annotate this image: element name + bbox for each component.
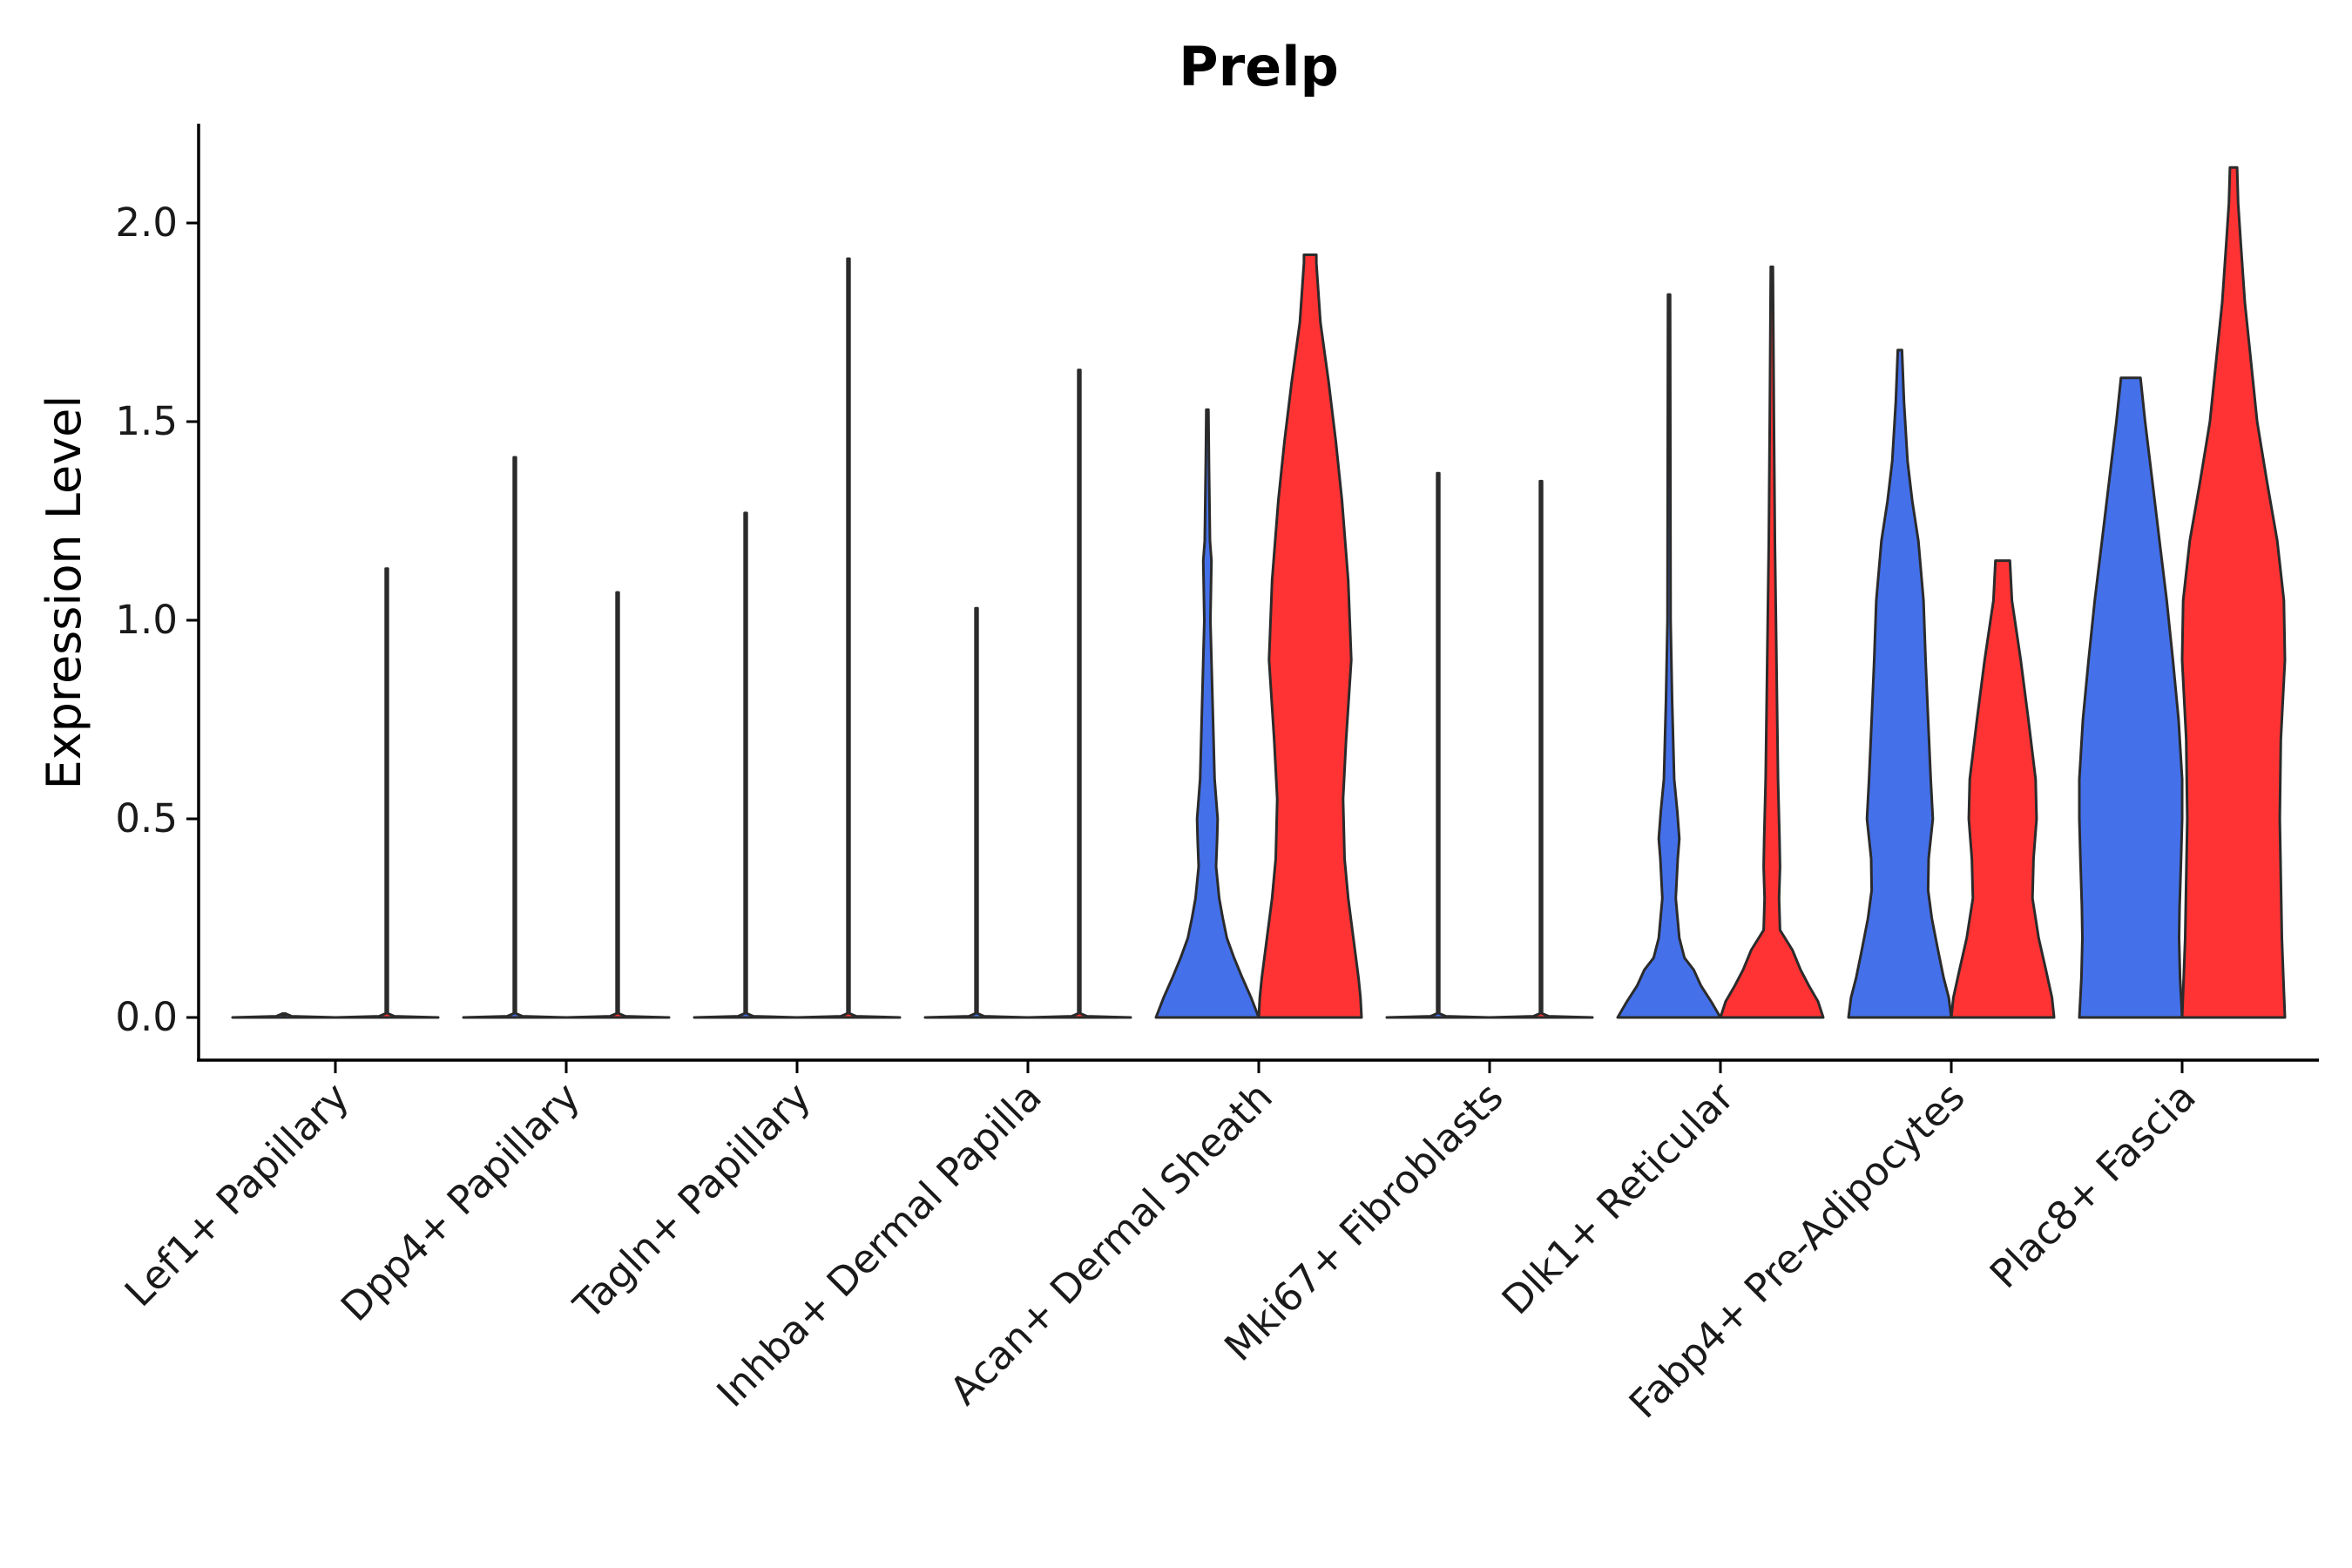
violin-dpp4-papillary-group-2 [564, 591, 671, 1019]
violin-lef1-papillary-group-1 [231, 1011, 337, 1019]
violin-dlk1-reticular-group-2 [1719, 265, 1825, 1019]
x-tick-label-dpp4-papillary: Dpp4+ Papillary [332, 1073, 589, 1330]
violin-lef1-papillary-group-2 [334, 567, 440, 1019]
violin-tagln-papillary-group-1 [693, 511, 799, 1019]
x-tick-label-plac8-fascia: Plac8+ Fascia [1981, 1073, 2205, 1297]
violin-acan-dermal-sheath-group-1 [1154, 408, 1260, 1019]
violins-group [231, 166, 2287, 1019]
violin-dpp4-papillary-group-1 [462, 456, 568, 1019]
x-tick-label-dlk1-reticular: Dlk1+ Reticular [1493, 1073, 1743, 1323]
chart-title: Prelp [1179, 35, 1339, 98]
violin-fabp4-pre-adipocytes-group-2 [1950, 559, 2056, 1019]
violin-plac8-fascia-group-2 [2180, 166, 2287, 1019]
y-tick-label: 1.0 [115, 597, 178, 643]
y-axis-label: Expression Level [37, 395, 91, 790]
violin-plac8-fascia-group-1 [2078, 376, 2184, 1019]
violin-mki67-fibroblasts-group-2 [1488, 479, 1594, 1019]
violin-dlk1-reticular-group-1 [1616, 293, 1722, 1019]
y-tick-label: 1.5 [115, 398, 178, 444]
y-tick-label: 0.0 [115, 994, 178, 1040]
y-axis-ticks: 0.0 0.5 1.0 1.5 2.0 [115, 199, 199, 1040]
violin-mki67-fibroblasts-group-1 [1385, 471, 1491, 1019]
y-tick-label: 2.0 [115, 199, 178, 246]
violin-inhba-dermal-papilla-group-2 [1026, 368, 1132, 1019]
violin-inhba-dermal-papilla-group-1 [923, 606, 1030, 1019]
x-tick-label-tagln-papillary: Tagln+ Papillary [564, 1073, 820, 1328]
violin-acan-dermal-sheath-group-2 [1257, 253, 1363, 1019]
violin-tagln-papillary-group-2 [795, 257, 902, 1019]
violin-fabp4-pre-adipocytes-group-1 [1847, 348, 1953, 1019]
y-tick-label: 0.5 [115, 795, 178, 841]
x-tick-label-lef1-papillary: Lef1+ Papillary [116, 1073, 358, 1315]
